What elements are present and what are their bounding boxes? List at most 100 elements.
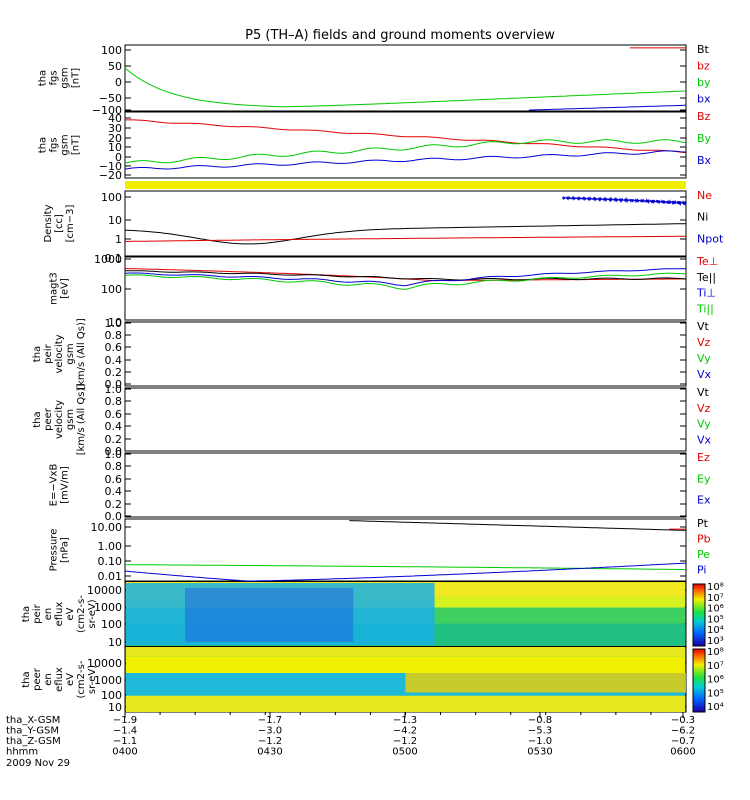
- colorbar-label: 10⁸: [707, 582, 724, 593]
- colorbar-label: 10⁷: [707, 661, 724, 672]
- xaxis-date: 2009 Nov 29: [6, 758, 70, 769]
- legend-entry: Te⊥: [696, 255, 718, 268]
- ytick-label: 100: [101, 618, 122, 631]
- ytick-label: 0.2: [105, 366, 123, 379]
- xaxis-row-value: 0530: [527, 747, 552, 758]
- ytick-label: 1.0: [105, 383, 123, 396]
- ytick-label: 50: [108, 60, 122, 73]
- ytick-label: 0.2: [105, 498, 123, 511]
- ylabel-line: velocity: [54, 400, 65, 439]
- xaxis-row-value: 0400: [112, 747, 137, 758]
- colorbar: [692, 583, 706, 647]
- ylabel-line: tha: [32, 411, 43, 427]
- ylabel-line: eV: [65, 673, 76, 686]
- ylabel-line: Density: [43, 204, 54, 242]
- ytick-label: 0.4: [105, 485, 123, 498]
- ytick-label: 20: [108, 132, 122, 145]
- ytick-label: 10000: [87, 584, 122, 597]
- ytick-label: 10.00: [91, 521, 123, 534]
- series-Ni: [124, 223, 687, 245]
- panel-frame-peir_vel: [124, 321, 687, 387]
- legend-entry: Ni: [697, 211, 708, 224]
- ytick-label: 0.4: [105, 354, 123, 367]
- ytick-label: 0.8: [105, 329, 123, 342]
- panel-frame-peer_vel: [124, 387, 687, 452]
- colorbar-label: 10⁵: [707, 688, 724, 699]
- ylabel-line: velocity: [54, 334, 65, 373]
- ylabel-line: peer: [43, 407, 54, 431]
- ylabel-line: gsm: [65, 409, 76, 430]
- ytick-label: 1.00: [98, 540, 123, 553]
- xaxis-row-name: hhmm: [6, 747, 38, 758]
- ytick-label: 10: [108, 316, 122, 329]
- series-Bz: [125, 119, 687, 154]
- series-Tipar: [124, 272, 687, 290]
- ytick-label: 0.8: [105, 460, 123, 473]
- ylabel-line: eV: [65, 607, 76, 620]
- ylabel-line: fgs: [49, 70, 60, 85]
- ytick-label: 0.8: [105, 395, 123, 408]
- ytick-label: 0: [115, 151, 122, 164]
- xaxis-row-value: −1.3: [393, 715, 417, 726]
- ylabel-line: eflux: [54, 602, 65, 627]
- legend-entry: Te||: [696, 271, 716, 284]
- series-Tepar: [125, 270, 687, 281]
- legend-entry: by: [697, 76, 711, 89]
- legend-entry: Ez: [697, 451, 710, 464]
- legend-entry: Bt: [697, 43, 710, 56]
- ylabel-line: peir: [32, 603, 43, 623]
- ylabel-line: (cm2-s-: [76, 660, 87, 698]
- ytick-label: −10: [99, 160, 122, 173]
- xaxis-row-value: −0.3: [671, 715, 695, 726]
- xaxis-row-value: −6.2: [671, 726, 695, 737]
- ytick-label: 100: [101, 44, 122, 57]
- ytick-label: 0.01: [98, 570, 123, 583]
- ylabel-line: tha: [32, 346, 43, 362]
- legend-entry: Pe: [697, 548, 710, 561]
- xaxis-row-value: 0600: [670, 747, 695, 758]
- colorbar: [692, 648, 706, 713]
- ytick-label: 1.0: [105, 448, 123, 461]
- ytick-label: 40: [108, 112, 122, 125]
- legend-entry: bz: [697, 60, 710, 73]
- xaxis-row-value: −1.1: [113, 736, 137, 747]
- series-Bx: [124, 150, 687, 170]
- ylabel-line: sr-eV): [87, 665, 98, 694]
- legend-entry: Pb: [697, 533, 711, 546]
- ylabel-line: tha: [21, 671, 32, 687]
- ytick-label: 0.6: [105, 408, 123, 421]
- ylabel-line: (cm2-s-: [76, 595, 87, 633]
- legend-entry: Npot: [697, 232, 724, 245]
- series-Tiperp: [124, 268, 686, 287]
- legend-entry: Vt: [697, 386, 710, 399]
- ylabel-line: gsm: [60, 134, 71, 155]
- panel-frame-temp: [124, 256, 687, 321]
- ylabel-line: peir: [43, 343, 54, 363]
- legend-entry: bx: [697, 93, 711, 106]
- ylabel-line: [nT]: [71, 68, 82, 88]
- series-by: [124, 67, 687, 108]
- ytick-label: 0.10: [98, 555, 123, 568]
- xaxis-row-value: −0.7: [671, 736, 695, 747]
- legend-entry: Vz: [697, 336, 711, 349]
- colorbar-label: 10⁴: [707, 625, 724, 636]
- ylabel-line: E=−VxB: [49, 464, 60, 507]
- xaxis-row-value: −1.7: [258, 715, 282, 726]
- colorbar-label: 10³: [707, 636, 724, 647]
- legend-entry: Bx: [697, 154, 712, 167]
- ylabel-line: en: [43, 673, 54, 686]
- ytick-label: 0.0: [105, 445, 123, 458]
- ylabel-line: Pressure: [49, 529, 60, 572]
- ylabel-line: [mV/m]: [60, 466, 71, 504]
- ylabel-line: tha: [38, 137, 49, 153]
- ylabel-line: gsm: [60, 67, 71, 88]
- xaxis-row-value: −5.3: [528, 726, 552, 737]
- ytick-label: 0.4: [105, 420, 123, 433]
- series-bx: [528, 104, 686, 111]
- xaxis-row-value: 0500: [392, 747, 417, 758]
- ytick-label: 100: [101, 283, 122, 296]
- xaxis-row-value: −1.2: [258, 736, 282, 747]
- xaxis-row-value: −0.8: [528, 715, 552, 726]
- ytick-label: 1.0: [105, 317, 123, 330]
- legend-entry: Pi: [697, 564, 706, 577]
